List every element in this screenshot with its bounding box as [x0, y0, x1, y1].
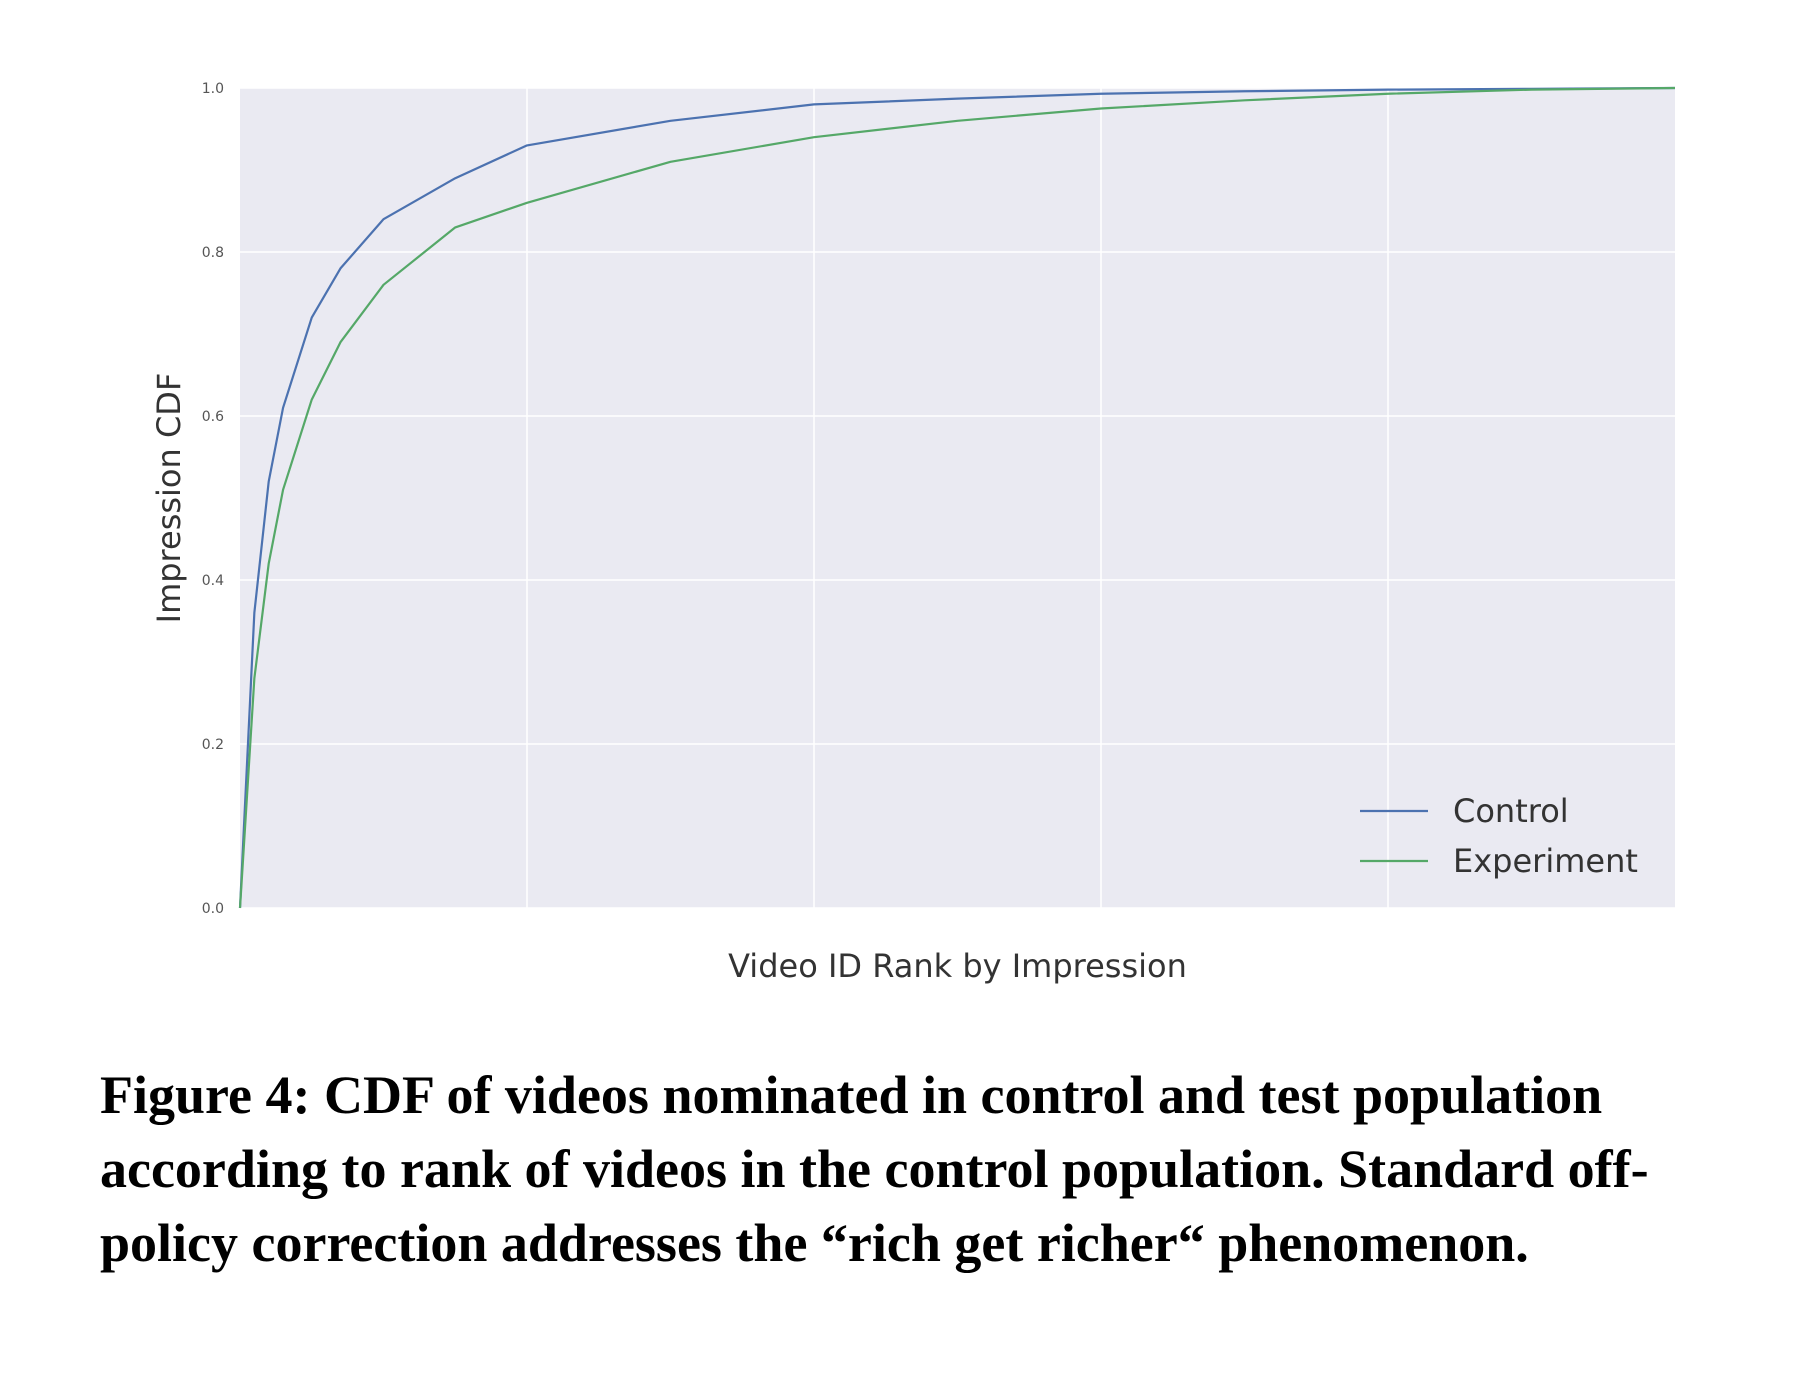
series-lines [238, 86, 1676, 909]
y-tick-label: 0.2 [202, 737, 224, 753]
y-tick-label: 0.6 [202, 409, 224, 425]
chart: 0.0 0.2 0.4 0.6 0.8 1.0 Video ID Rank by Impr… [150, 81, 1676, 985]
y-tick-label: 0.8 [202, 245, 224, 261]
series-line-0 [238, 86, 1676, 909]
figure-caption: Figure 4: CDF of videos nominated in con… [100, 1065, 1649, 1273]
legend-label: Control [1453, 792, 1569, 830]
legend-label: Experiment [1453, 842, 1638, 880]
y-axis-label: Impression CDF [150, 373, 188, 624]
grid [240, 87, 1675, 909]
y-tick-labels: 0.0 0.2 0.4 0.6 0.8 1.0 [202, 81, 224, 917]
y-tick-label: 0.0 [202, 901, 224, 917]
legend: Control Experiment [1360, 792, 1638, 880]
y-tick-label: 1.0 [202, 81, 224, 97]
y-tick-label: 0.4 [202, 573, 224, 589]
series-line-1 [238, 86, 1676, 909]
x-axis-label: Video ID Rank by Impression [728, 947, 1187, 985]
plot-area [240, 88, 1675, 908]
